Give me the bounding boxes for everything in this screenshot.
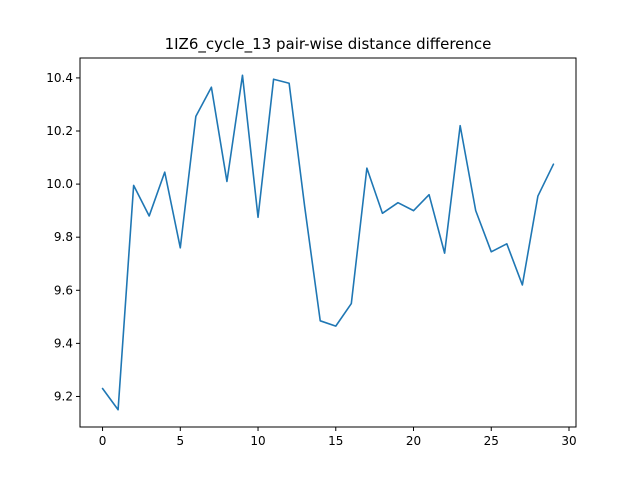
series-line: [101, 74, 555, 411]
x-tick-label: 30: [561, 434, 576, 448]
x-axis: 0 5 10 15 20 25 30: [99, 427, 577, 448]
y-tick-label: 10.0: [46, 177, 73, 191]
chart-title: 1IZ6_cycle_13 pair-wise distance differe…: [165, 35, 492, 54]
x-tick-label: 10: [250, 434, 265, 448]
x-tick-label: 20: [406, 434, 421, 448]
y-tick-label: 9.8: [54, 230, 73, 244]
x-tick-label: 25: [484, 434, 499, 448]
y-tick-label: 10.4: [46, 71, 73, 85]
x-tick-label: 15: [328, 434, 343, 448]
x-tick-label: 0: [99, 434, 107, 448]
y-tick-label: 9.4: [54, 336, 73, 350]
plot-frame: [79, 57, 577, 428]
y-tick-label: 10.2: [46, 124, 73, 138]
y-tick-label: 9.6: [54, 283, 73, 297]
y-tick-label: 9.2: [54, 389, 73, 403]
x-tick-label: 5: [176, 434, 184, 448]
series-layer: [101, 74, 555, 411]
y-axis: 9.2 9.4 9.6 9.8 10.0 10.2 10.4: [46, 71, 80, 403]
